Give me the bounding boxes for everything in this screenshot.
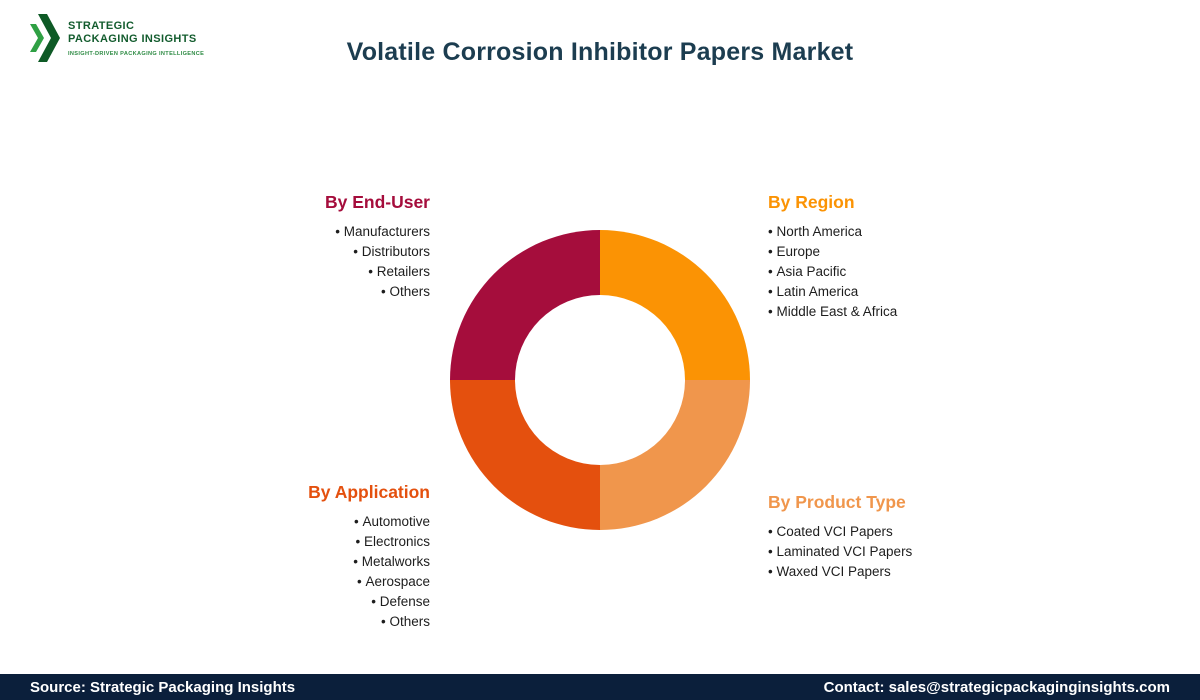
footer-contact: Contact: sales@strategicpackaginginsight… xyxy=(823,678,1170,696)
segment-item: Electronics xyxy=(308,532,430,552)
segment-item: Others xyxy=(308,612,430,632)
segment-item: Latin America xyxy=(768,282,897,302)
segment-region-list: North AmericaEuropeAsia PacificLatin Ame… xyxy=(768,222,897,322)
logo-name-line1: STRATEGIC xyxy=(68,19,135,32)
footer-source: Source: Strategic Packaging Insights xyxy=(30,678,296,696)
segment-product-type-heading: By Product Type xyxy=(768,492,906,512)
segment-application-list: AutomotiveElectronicsMetalworksAerospace… xyxy=(308,512,430,632)
segment-product-type-list: Coated VCI PapersLaminated VCI PapersWax… xyxy=(768,522,912,582)
logo-name-line2: PACKAGING INSIGHTS xyxy=(68,32,197,45)
segment-item: Distributors xyxy=(325,242,430,262)
segment-region: By Region North AmericaEuropeAsia Pacifi… xyxy=(768,192,897,322)
segment-item: Laminated VCI Papers xyxy=(768,542,912,562)
logo-text: STRATEGIC PACKAGING INSIGHTS INSIGHT-DRI… xyxy=(68,20,204,57)
segment-item: Defense xyxy=(308,592,430,612)
brand-logo: STRATEGIC PACKAGING INSIGHTS INSIGHT-DRI… xyxy=(30,12,204,64)
segment-item: Coated VCI Papers xyxy=(768,522,912,542)
segment-end-user-list: ManufacturersDistributorsRetailersOthers xyxy=(325,222,430,302)
page-title: Volatile Corrosion Inhibitor Papers Mark… xyxy=(346,37,854,66)
segment-item: Middle East & Africa xyxy=(768,302,897,322)
segment-item: Metalworks xyxy=(308,552,430,572)
donut-hole xyxy=(515,295,685,465)
segment-item: North America xyxy=(768,222,897,242)
donut-chart xyxy=(450,230,750,530)
segment-end-user-heading: By End-User xyxy=(324,192,430,212)
segment-product-type: By Product Type Coated VCI PapersLaminat… xyxy=(768,492,912,582)
segment-end-user: By End-User ManufacturersDistributorsRet… xyxy=(325,192,430,302)
segment-application-heading: By Application xyxy=(308,482,430,502)
footer-bar: Source: Strategic Packaging Insights Con… xyxy=(0,674,1200,700)
segment-item: Aerospace xyxy=(308,572,430,592)
segment-application: By Application AutomotiveElectronicsMeta… xyxy=(308,482,430,632)
segment-region-heading: By Region xyxy=(768,192,855,212)
segment-item: Waxed VCI Papers xyxy=(768,562,912,582)
segment-item: Others xyxy=(325,282,430,302)
segment-item: Europe xyxy=(768,242,897,262)
segment-item: Retailers xyxy=(325,262,430,282)
logo-chevron-icon xyxy=(30,14,60,62)
logo-tagline: INSIGHT-DRIVEN PACKAGING INTELLIGENCE xyxy=(68,50,205,57)
segment-item: Automotive xyxy=(308,512,430,532)
segment-item: Manufacturers xyxy=(325,222,430,242)
segment-item: Asia Pacific xyxy=(768,262,897,282)
